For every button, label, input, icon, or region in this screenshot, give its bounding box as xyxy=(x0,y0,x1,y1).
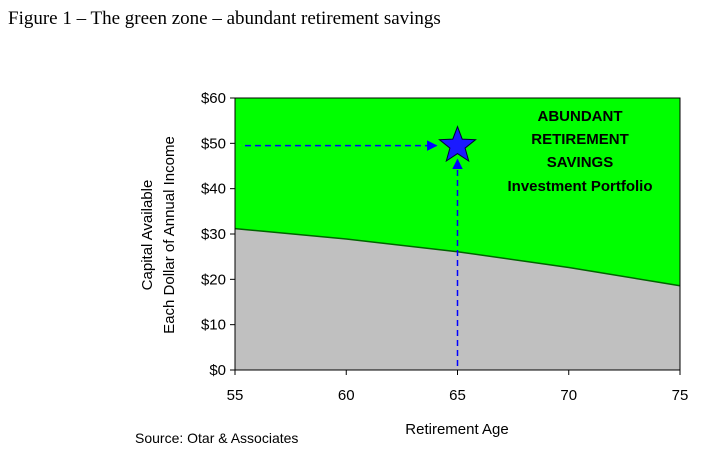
zone-label-line-4: Investment Portfolio xyxy=(507,178,652,195)
gray-zone-area xyxy=(235,228,680,370)
zone-label-line-2: RETIREMENT xyxy=(531,131,629,148)
figure-title: Figure 1 – The green zone – abundant ret… xyxy=(8,8,441,29)
y-tick-label: $10 xyxy=(201,317,226,334)
x-axis: 55 60 65 70 75 xyxy=(227,370,689,404)
y-tick-label: $40 xyxy=(201,181,226,198)
x-tick-label: 60 xyxy=(338,387,355,404)
x-tick-label: 65 xyxy=(449,387,466,404)
y-axis-title-line-2: Each Dollar of Annual Income xyxy=(161,136,178,334)
y-axis-title-line-1: Capital Available xyxy=(139,180,156,291)
zone-label-line-3: SAVINGS xyxy=(547,154,613,171)
y-axis: $0 $10 $20 $30 $40 $50 $60 xyxy=(201,90,235,379)
x-tick-label: 75 xyxy=(672,387,689,404)
source-note: Source: Otar & Associates xyxy=(135,430,299,446)
x-tick-label: 55 xyxy=(227,387,244,404)
zone-label-line-1: ABUNDANT xyxy=(538,108,623,125)
x-axis-title: Retirement Age xyxy=(405,421,508,438)
y-tick-label: $30 xyxy=(201,226,226,243)
x-tick-label: 70 xyxy=(560,387,577,404)
y-tick-label: $20 xyxy=(201,271,226,288)
y-tick-label: $60 xyxy=(201,90,226,107)
y-tick-label: $0 xyxy=(209,362,226,379)
star-marker xyxy=(438,125,477,163)
y-tick-label: $50 xyxy=(201,135,226,152)
